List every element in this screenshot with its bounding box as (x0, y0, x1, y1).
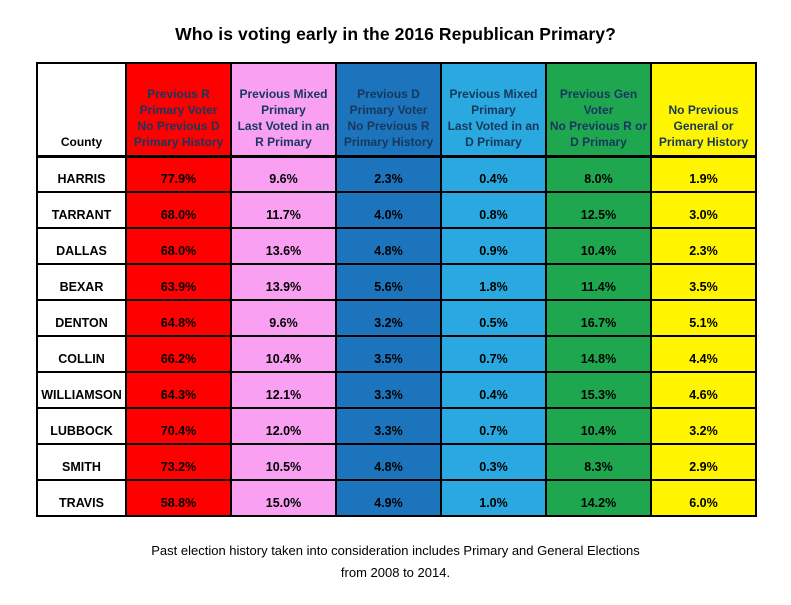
value-cell: 9.6% (230, 155, 337, 193)
column-header-5: No Previous General or Primary History (650, 62, 757, 158)
footnote-line-2: from 2008 to 2014. (340, 565, 451, 580)
value-cell: 3.0% (650, 191, 757, 229)
value-cell: 4.8% (335, 227, 442, 265)
value-cell: 12.1% (230, 371, 337, 409)
table-row-travis: TRAVIS 58.8% 15.0% 4.9% 1.0% 14.2% 6.0% (36, 479, 757, 517)
value-cell: 0.7% (440, 407, 547, 445)
value-cell: 10.4% (545, 407, 652, 445)
value-cell: 3.3% (335, 371, 442, 409)
value-cell: 77.9% (125, 155, 232, 193)
value-cell: 9.6% (230, 299, 337, 337)
value-cell: 0.8% (440, 191, 547, 229)
value-cell: 10.5% (230, 443, 337, 481)
early-voting-table: County Previous R Primary Voter No Previo… (36, 62, 757, 517)
value-cell: 3.5% (650, 263, 757, 301)
table-row-collin: COLLIN 66.2% 10.4% 3.5% 0.7% 14.8% 4.4% (36, 335, 757, 373)
column-header-2: Previous D Primary Voter No Previous R P… (335, 62, 442, 158)
table-row-smith: SMITH 73.2% 10.5% 4.8% 0.3% 8.3% 2.9% (36, 443, 757, 481)
county-cell: BEXAR (36, 263, 127, 301)
value-cell: 73.2% (125, 443, 232, 481)
column-header-4: Previous Gen Voter No Previous R or D Pr… (545, 62, 652, 158)
value-cell: 0.3% (440, 443, 547, 481)
value-cell: 66.2% (125, 335, 232, 373)
county-cell: COLLIN (36, 335, 127, 373)
county-cell: HARRIS (36, 155, 127, 193)
value-cell: 4.6% (650, 371, 757, 409)
value-cell: 3.2% (650, 407, 757, 445)
value-cell: 3.2% (335, 299, 442, 337)
value-cell: 4.0% (335, 191, 442, 229)
footnote-line-1: Past election history taken into conside… (151, 543, 640, 558)
table-row-denton: DENTON 64.8% 9.6% 3.2% 0.5% 16.7% 5.1% (36, 299, 757, 337)
table-body: HARRIS 77.9% 9.6% 2.3% 0.4% 8.0% 1.9% TARRANT 68… (36, 155, 757, 517)
value-cell: 3.5% (335, 335, 442, 373)
value-cell: 58.8% (125, 479, 232, 517)
value-cell: 12.0% (230, 407, 337, 445)
value-cell: 0.4% (440, 155, 547, 193)
county-cell: SMITH (36, 443, 127, 481)
value-cell: 10.4% (545, 227, 652, 265)
value-cell: 12.5% (545, 191, 652, 229)
table-row-bexar: BEXAR 63.9% 13.9% 5.6% 1.8% 11.4% 3.5% (36, 263, 757, 301)
column-header-3: Previous Mixed Primary Last Voted in an … (440, 62, 547, 158)
value-cell: 8.0% (545, 155, 652, 193)
value-cell: 5.6% (335, 263, 442, 301)
value-cell: 64.8% (125, 299, 232, 337)
column-header-0: Previous R Primary Voter No Previous D P… (125, 62, 232, 158)
value-cell: 68.0% (125, 227, 232, 265)
footnote: Past election history taken into conside… (0, 540, 791, 584)
value-cell: 14.8% (545, 335, 652, 373)
value-cell: 0.7% (440, 335, 547, 373)
value-cell: 63.9% (125, 263, 232, 301)
value-cell: 3.3% (335, 407, 442, 445)
county-column-header: County (36, 62, 127, 158)
value-cell: 1.9% (650, 155, 757, 193)
value-cell: 1.0% (440, 479, 547, 517)
value-cell: 16.7% (545, 299, 652, 337)
page-title: Who is voting early in the 2016 Republic… (175, 24, 616, 44)
value-cell: 4.9% (335, 479, 442, 517)
table-row-lubbock: LUBBOCK 70.4% 12.0% 3.3% 0.7% 10.4% 3.2% (36, 407, 757, 445)
value-cell: 10.4% (230, 335, 337, 373)
table-row-williamson: WILLIAMSON 64.3% 12.1% 3.3% 0.4% 15.3% 4.6% (36, 371, 757, 409)
county-cell: LUBBOCK (36, 407, 127, 445)
value-cell: 14.2% (545, 479, 652, 517)
value-cell: 2.3% (650, 227, 757, 265)
value-cell: 70.4% (125, 407, 232, 445)
value-cell: 0.9% (440, 227, 547, 265)
value-cell: 13.9% (230, 263, 337, 301)
value-cell: 15.3% (545, 371, 652, 409)
column-header-1: Previous Mixed Primary Last Voted in an … (230, 62, 337, 158)
value-cell: 2.9% (650, 443, 757, 481)
value-cell: 5.1% (650, 299, 757, 337)
county-cell: DENTON (36, 299, 127, 337)
table-header-row: County Previous R Primary Voter No Previo… (36, 62, 757, 158)
value-cell: 1.8% (440, 263, 547, 301)
value-cell: 0.5% (440, 299, 547, 337)
table-row-dallas: DALLAS 68.0% 13.6% 4.8% 0.9% 10.4% 2.3% (36, 227, 757, 265)
value-cell: 0.4% (440, 371, 547, 409)
county-cell: TARRANT (36, 191, 127, 229)
table-row-harris: HARRIS 77.9% 9.6% 2.3% 0.4% 8.0% 1.9% (36, 155, 757, 193)
value-cell: 68.0% (125, 191, 232, 229)
table-row-tarrant: TARRANT 68.0% 11.7% 4.0% 0.8% 12.5% 3.0% (36, 191, 757, 229)
value-cell: 6.0% (650, 479, 757, 517)
value-cell: 4.8% (335, 443, 442, 481)
value-cell: 11.7% (230, 191, 337, 229)
value-cell: 11.4% (545, 263, 652, 301)
value-cell: 15.0% (230, 479, 337, 517)
value-cell: 8.3% (545, 443, 652, 481)
value-cell: 2.3% (335, 155, 442, 193)
value-cell: 4.4% (650, 335, 757, 373)
value-cell: 13.6% (230, 227, 337, 265)
value-cell: 64.3% (125, 371, 232, 409)
county-cell: TRAVIS (36, 479, 127, 517)
county-cell: WILLIAMSON (36, 371, 127, 409)
county-cell: DALLAS (36, 227, 127, 265)
